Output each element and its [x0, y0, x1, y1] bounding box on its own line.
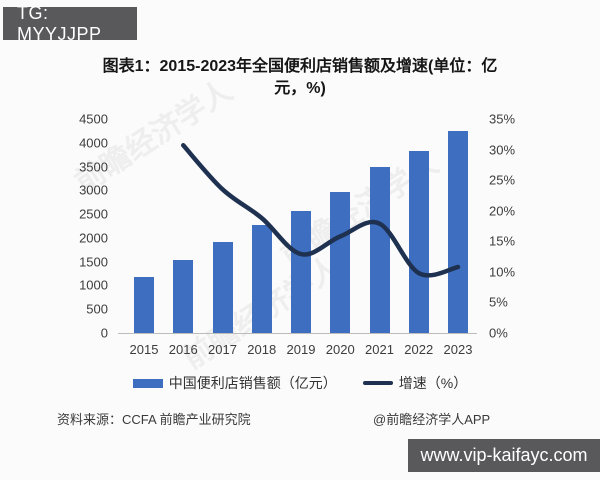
sales-bar [212, 242, 233, 333]
y-axis-tick-left: 2000 [79, 230, 108, 246]
x-axis-label: 2021 [365, 342, 394, 357]
y-axis-tick-right: 30% [489, 142, 516, 158]
sales-bar [448, 130, 468, 333]
x-axis-label: 2017 [208, 342, 237, 357]
sales-bar [134, 276, 154, 333]
y-axis-tick-left: 4500 [79, 111, 108, 127]
y-axis-tick-right: 20% [489, 203, 516, 219]
sales-bar [251, 225, 272, 333]
x-axis-line [118, 333, 477, 334]
y-axis-tick-left: 0 [100, 325, 108, 341]
x-axis-label: 2020 [325, 342, 355, 357]
legend-item-growth: 增速（%） [362, 373, 468, 393]
x-axis-label: 2015 [129, 342, 159, 357]
website-url-bar: www.vip-kaifayc.com [408, 439, 600, 472]
y-axis-tick-right: 10% [489, 264, 516, 280]
sales-bar [408, 150, 429, 333]
chart-title-line1: 图表1：2015-2023年全国便利店销售额及增速(单位：亿 [102, 58, 498, 75]
y-axis-tick-left: 2500 [79, 206, 108, 222]
sales-bar [369, 166, 390, 333]
sales-bar [291, 211, 311, 333]
y-axis-tick-left: 3500 [79, 159, 108, 175]
x-axis-label: 2016 [168, 342, 198, 357]
sales-bar [330, 192, 351, 333]
chart-title: 图表1：2015-2023年全国便利店销售额及增速(单位：亿 元，%) [0, 56, 600, 100]
x-axis-label: 2022 [404, 342, 434, 357]
y-axis-tick-right: 35% [489, 111, 516, 127]
data-source-text: 资料来源：CCFA 前瞻产业研究院 [57, 412, 251, 427]
chart-title-line2: 元，%) [274, 80, 326, 97]
y-axis-tick-left: 1000 [79, 277, 108, 293]
y-axis-tick-right: 0% [489, 325, 508, 341]
y-axis-tick-left: 3000 [79, 182, 108, 198]
sales-bar [173, 259, 194, 333]
y-axis-tick-right: 5% [489, 294, 508, 310]
y-axis-tick-right: 25% [489, 172, 516, 188]
chart-legend: 中国便利店销售额（亿元） 增速（%） [100, 373, 500, 393]
legend-bar-swatch-icon [132, 378, 163, 388]
x-axis-label: 2019 [286, 342, 316, 357]
legend-sales-label: 中国便利店销售额（亿元） [168, 375, 337, 391]
y-axis-tick-right: 15% [489, 233, 516, 249]
x-axis-label: 2018 [247, 342, 277, 357]
legend-line-swatch-icon [362, 381, 393, 385]
legend-growth-label: 增速（%） [398, 375, 468, 391]
y-axis-tick-left: 4000 [79, 135, 108, 151]
y-axis-tick-left: 500 [86, 301, 108, 317]
publisher-handle-text: @前瞻经济学人APP [373, 412, 491, 427]
y-axis-tick-left: 1500 [79, 254, 108, 270]
legend-item-sales: 中国便利店销售额（亿元） [132, 373, 337, 393]
x-axis-label: 2023 [443, 342, 473, 357]
telegram-badge: TG: MYYJJPP [3, 3, 137, 44]
